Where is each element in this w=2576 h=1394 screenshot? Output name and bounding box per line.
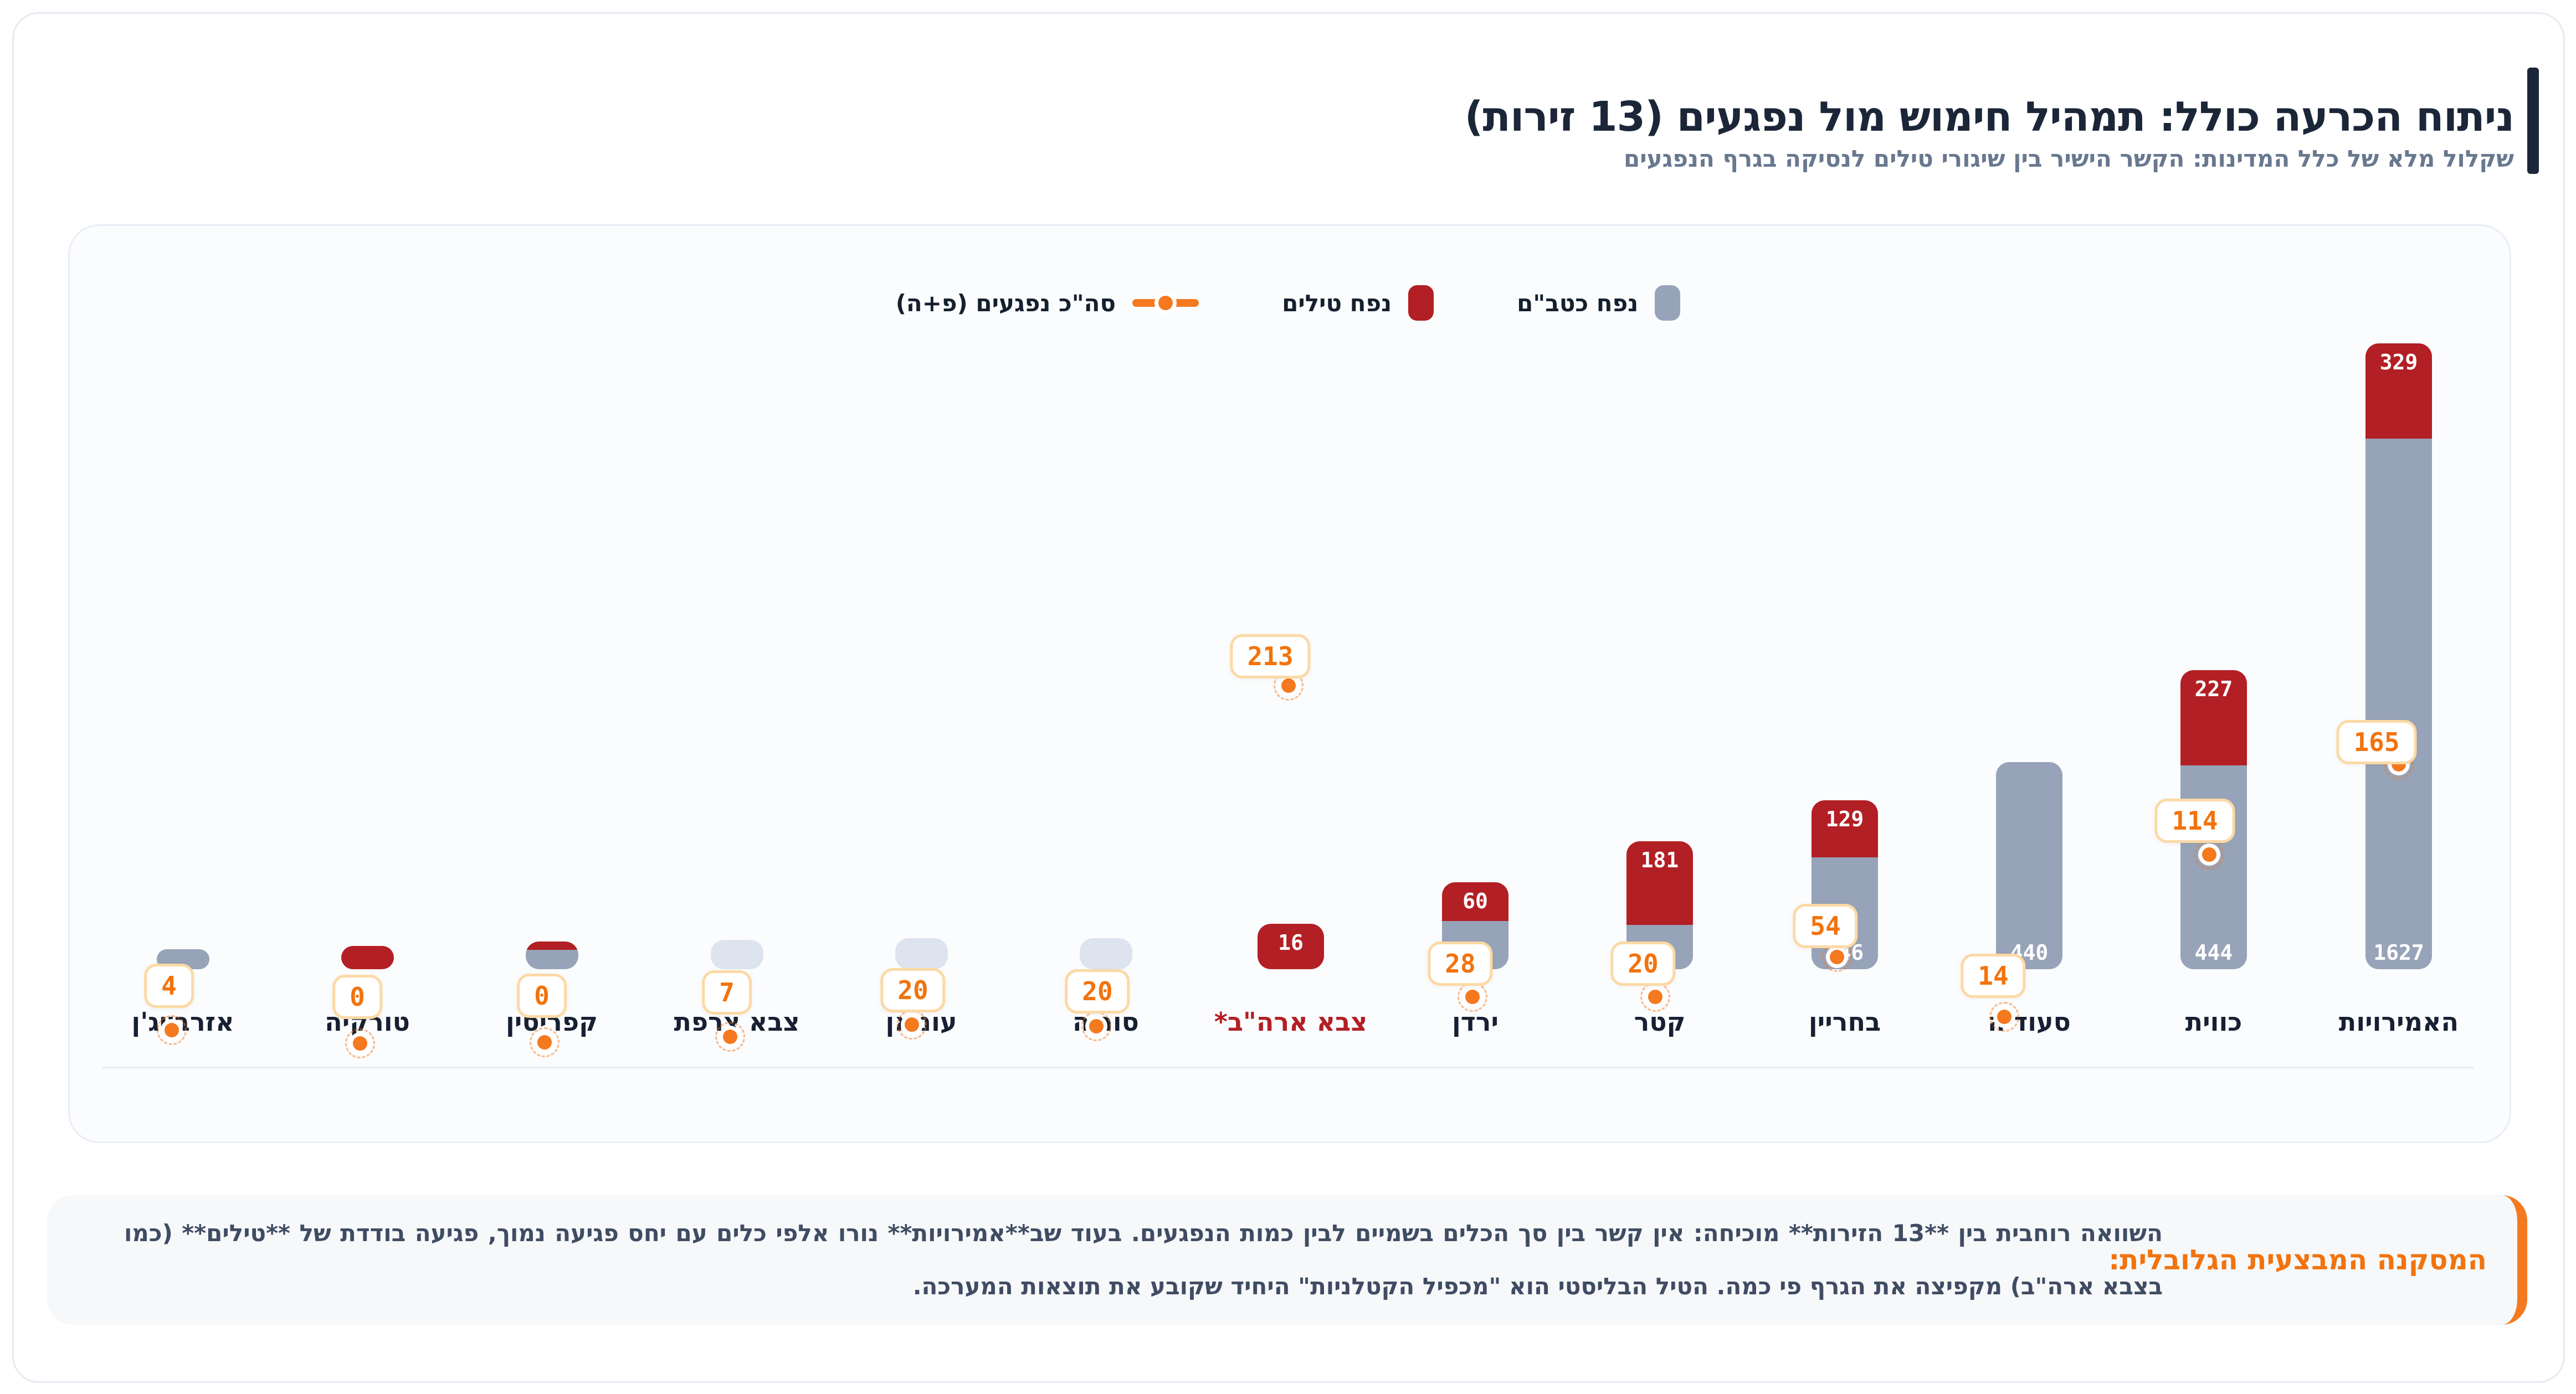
casualties-point[interactable]: [1458, 982, 1490, 1014]
category-label: בחריין: [1808, 1007, 1881, 1037]
casualties-value-badge: 4: [144, 964, 194, 1008]
bar-value-label: 444: [2194, 940, 2233, 965]
missiles-bar-segment[interactable]: 16: [1258, 924, 1324, 969]
missiles-bar-segment[interactable]: [341, 946, 394, 969]
stacked-bar[interactable]: [1079, 938, 1132, 969]
missiles-bar-segment[interactable]: 129: [1812, 800, 1878, 857]
legend-item-casualties[interactable]: סה"כ נפגעים (פ+ה): [896, 285, 1199, 321]
legend-item-drones[interactable]: נפח כטב"ם: [1517, 285, 1681, 321]
drones-swatch-icon: [1655, 285, 1681, 321]
drones-bar-segment[interactable]: [1079, 938, 1132, 969]
conclusion-box: המסקנה המבצעית הגלובלית: השוואה רוחבית ב…: [47, 1195, 2527, 1325]
legend-label-missiles: נפח טילים: [1282, 289, 1392, 317]
casualties-value-badge: 0: [332, 975, 382, 1019]
category-label: ירדן: [1451, 1007, 1499, 1037]
casualties-point[interactable]: [157, 1015, 189, 1047]
drones-bar-segment[interactable]: [710, 940, 763, 969]
bar-value-label: 227: [2194, 677, 2233, 701]
stacked-bar[interactable]: 440: [1996, 762, 2062, 969]
casualties-value-badge: 0: [517, 974, 567, 1018]
page-subtitle: שקלול מלא של כלל המדינות: הקשר הישיר בין…: [1624, 145, 2514, 172]
bar-value-label: 181: [1640, 848, 1679, 872]
casualties-point[interactable]: [897, 1010, 929, 1042]
casualties-point[interactable]: [1081, 1011, 1113, 1043]
casualties-point[interactable]: [1989, 1002, 2021, 1034]
casualties-value-badge: 20: [880, 968, 946, 1012]
casualties-value-badge: 213: [1230, 634, 1311, 678]
bar-value-label: 129: [1825, 807, 1864, 831]
casualties-value-badge: 28: [1428, 942, 1493, 986]
drones-bar-segment[interactable]: 1627: [2365, 439, 2432, 969]
category-label: האמירויות: [2338, 1007, 2459, 1037]
bar-value-label: 16: [1278, 930, 1304, 955]
stacked-bar[interactable]: [710, 940, 763, 969]
stacked-bar[interactable]: [341, 946, 394, 969]
casualties-value-badge: 20: [1065, 969, 1130, 1014]
legend-item-missiles[interactable]: נפח טילים: [1282, 285, 1434, 321]
stacked-bar[interactable]: 329 1627: [2365, 343, 2432, 969]
drones-bar-segment[interactable]: [525, 950, 578, 969]
title-accent-bar: [2527, 68, 2539, 174]
drones-bar-segment[interactable]: 440: [1996, 762, 2062, 969]
casualties-value-badge: 165: [2336, 720, 2417, 764]
casualties-point[interactable]: [345, 1028, 377, 1061]
chart-legend: נפח כטב"ם נפח טילים סה"כ נפגעים (פ+ה): [734, 285, 1842, 321]
casualties-point[interactable]: [715, 1022, 747, 1054]
legend-label-casualties: סה"כ נפגעים (פ+ה): [895, 289, 1116, 317]
category-label: כווית: [2185, 1007, 2243, 1037]
category-label: צבא ארה"ב*: [1214, 1007, 1368, 1037]
category-label: קטר: [1634, 1007, 1686, 1037]
bar-value-label: 1627: [2373, 940, 2424, 965]
legend-label-drones: נפח כטב"ם: [1517, 289, 1639, 317]
bar-value-label: 60: [1463, 889, 1488, 913]
missiles-bar-segment[interactable]: 60: [1442, 882, 1508, 921]
casualties-value-badge: 7: [702, 970, 752, 1015]
axis-baseline: [102, 1067, 2474, 1068]
missiles-bar-segment[interactable]: [525, 942, 578, 950]
stacked-bar[interactable]: [895, 938, 948, 969]
conclusion-text: השוואה רוחבית בין **13 הזירות** מוכיחה: …: [124, 1220, 2163, 1300]
casualties-point[interactable]: [2194, 840, 2226, 872]
casualties-value-badge: 114: [2154, 799, 2235, 843]
casualties-value-badge: 54: [1793, 904, 1858, 948]
bar-value-label: 329: [2379, 350, 2418, 374]
casualties-point[interactable]: [530, 1027, 562, 1059]
conclusion-label: המסקנה המבצעית הגלובלית:: [2108, 1244, 2487, 1276]
stacked-bar[interactable]: 16: [1258, 924, 1324, 969]
casualties-marker-icon: [1132, 285, 1199, 321]
missiles-bar-segment[interactable]: 227: [2180, 670, 2247, 765]
missiles-swatch-icon: [1408, 285, 1434, 321]
missiles-bar-segment[interactable]: 329: [2365, 343, 2432, 439]
drones-bar-segment[interactable]: [895, 938, 948, 969]
stacked-bar[interactable]: [525, 942, 578, 969]
page-title: ניתוח הכרעה כולל: תמהיל חימוש מול נפגעים…: [1464, 92, 2515, 141]
casualties-value-badge: 14: [1961, 954, 2026, 998]
category-label: סעודיה: [1988, 1007, 2071, 1037]
missiles-bar-segment[interactable]: 181: [1626, 841, 1693, 925]
casualties-point[interactable]: [1640, 982, 1672, 1014]
casualties-value-badge: 20: [1610, 942, 1676, 986]
